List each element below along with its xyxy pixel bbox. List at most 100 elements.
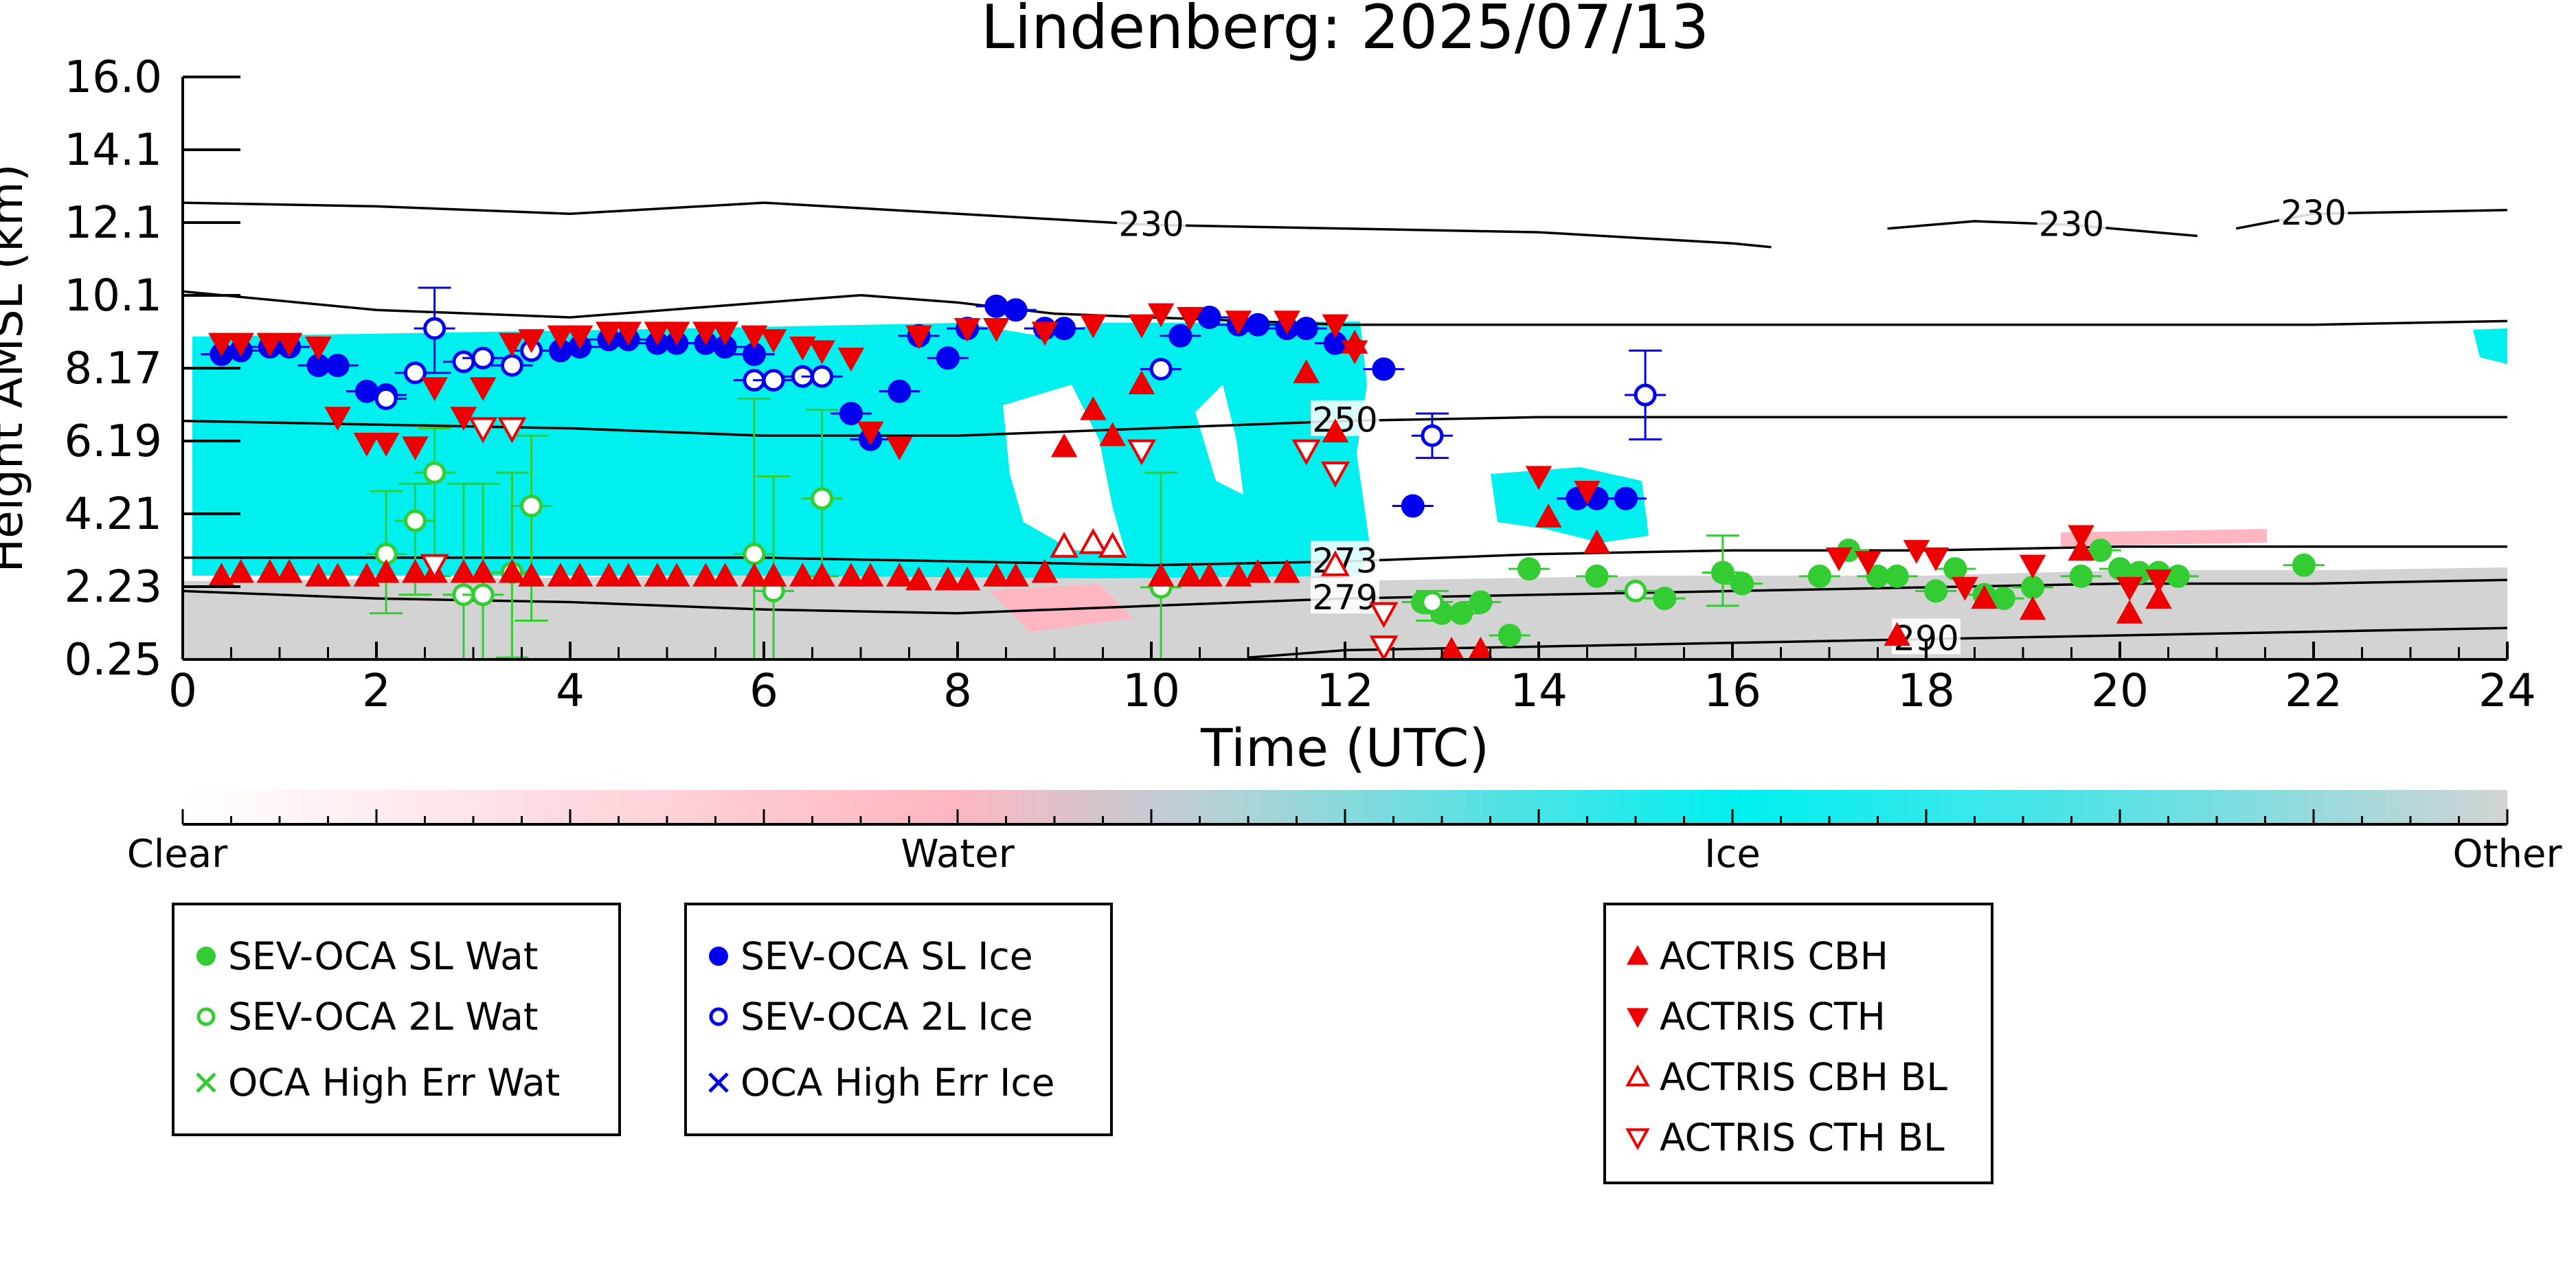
sev-oca-2l-ice-point <box>1421 424 1444 447</box>
sev-oca-sl-wat-point <box>1517 557 1541 581</box>
actris-cth-point <box>2068 525 2094 550</box>
legend-marker-sl-wat <box>196 947 216 966</box>
legend-label: SEV-OCA SL Wat <box>228 934 539 978</box>
legend-entry: ACTRIS CBH BL <box>1624 1055 1947 1099</box>
actris-cth-point <box>208 332 235 357</box>
y-tick-label: 12.1 <box>65 198 163 249</box>
y-tick-label: 10.1 <box>65 271 163 321</box>
clear-gap-2 <box>1195 385 1243 495</box>
actris-cbh-point <box>663 563 690 587</box>
actris-cbh-point <box>1274 558 1300 583</box>
actris-cbh-point <box>1031 558 1059 583</box>
actris-cbh-point <box>305 563 332 587</box>
actris-cbh-point <box>857 563 884 587</box>
contour-line <box>183 201 1772 249</box>
x-tick-label: 6 <box>749 664 778 717</box>
actris-cth-bl-point <box>1127 439 1156 466</box>
actris-cth-point <box>615 321 642 346</box>
legend-water: SEV-OCA SL Wat SEV-OCA 2L Wat OCA High E… <box>172 903 621 1136</box>
contour-label: 230 <box>1118 204 1184 244</box>
legend-actris: ACTRIS CBH ACTRIS CTH ACTRIS CBH BL ACTR… <box>1603 903 1993 1184</box>
sev-oca-sl-ice-point <box>936 346 960 370</box>
y-tick-label: 2.23 <box>65 562 163 613</box>
sev-oca-2l-wat-point <box>1624 579 1647 602</box>
sev-oca-2l-wat-point <box>520 495 543 518</box>
actris-cbh-bl-point <box>1098 532 1127 558</box>
legend-marker-higherr-wat <box>196 1072 216 1093</box>
actris-cth-point <box>469 377 497 401</box>
actris-cth-point <box>1574 480 1601 505</box>
legend-entry: SEV-OCA 2L Wat <box>192 995 539 1039</box>
actris-cbh-point <box>2145 585 2172 609</box>
data-points <box>201 294 2325 662</box>
contour-label-bg <box>2279 193 2348 229</box>
legend-entry: ACTRIS CTH BL <box>1624 1116 1945 1160</box>
actris-cbh-point <box>1128 370 1155 394</box>
actris-cth-point <box>596 321 622 346</box>
actris-cth-point <box>547 325 574 350</box>
actris-cth-point <box>1177 306 1204 331</box>
sev-oca-sl-wat-point <box>2108 557 2132 581</box>
sev-oca-2l-wat-point <box>811 487 834 510</box>
actris-cbh-point <box>615 563 642 587</box>
colorbar-label-ice: Ice <box>1704 832 1761 877</box>
actris-cth-point <box>1031 321 1059 346</box>
sev-oca-sl-ice-point <box>1294 317 1318 341</box>
legend-label: SEV-OCA 2L Ice <box>741 995 1033 1039</box>
actris-cbh-point <box>1002 563 1029 587</box>
clear-gap-1 <box>1003 385 1127 556</box>
actris-cbh-point <box>1884 622 1910 646</box>
legend-marker-sl-ice <box>709 947 728 966</box>
legend-label: ACTRIS CBH <box>1660 934 1888 978</box>
sev-oca-sl-wat-point <box>1807 564 1831 588</box>
sev-oca-sl-wat-point <box>2292 553 2316 577</box>
legend-marker-glyph <box>1627 1008 1649 1028</box>
actris-cbh-point <box>1099 422 1126 447</box>
actris-cbh-point <box>1322 418 1349 442</box>
legend-marker-glyph <box>709 947 728 966</box>
actris-cth-point <box>857 421 884 446</box>
actris-cbh-point <box>499 558 526 583</box>
y-tick-label: 16.0 <box>65 52 163 103</box>
legend-marker-glyph <box>1627 945 1649 965</box>
legend-label: OCA High Err Ice <box>741 1061 1055 1105</box>
sev-oca-sl-wat-point <box>1469 590 1493 614</box>
legend-marker-glyph <box>196 1072 216 1093</box>
x-tick-label: 12 <box>1316 664 1374 717</box>
actris-cth-point <box>809 340 835 365</box>
actris-cth-bl-point <box>420 554 449 580</box>
sev-oca-2l-wat-point <box>423 461 447 484</box>
actris-cth-bl-point <box>1320 462 1350 488</box>
sev-oca-2l-ice-point <box>1634 383 1657 407</box>
sev-oca-sl-wat-point <box>2166 564 2190 588</box>
actris-cbh-point <box>1177 563 1204 587</box>
legend-entry: ACTRIS CTH <box>1624 995 1886 1039</box>
actris-cth-point <box>886 436 913 461</box>
legend-marker-cbh-bl <box>1625 1064 1650 1087</box>
actris-cth-point <box>1525 466 1552 490</box>
actris-cth-point <box>2145 569 2172 594</box>
actris-cth-point <box>402 436 429 461</box>
sev-oca-2l-ice-point <box>374 387 398 410</box>
sev-oca-2l-wat-point <box>1421 591 1444 614</box>
actris-cth-point <box>789 336 816 361</box>
sev-oca-2l-ice-point <box>762 368 785 392</box>
contour-label: 279 <box>1312 578 1377 618</box>
sev-oca-sl-wat-point <box>1585 564 1609 588</box>
actris-cbh-point <box>450 558 477 583</box>
contour-label: 230 <box>2281 193 2346 233</box>
contour-label-bg <box>2037 204 2106 240</box>
water-patch-1 <box>989 584 1133 632</box>
sev-oca-2l-ice-point <box>452 350 475 374</box>
actris-cbh-point <box>1971 585 1998 609</box>
sev-oca-sl-ice-point <box>1401 494 1425 518</box>
sev-oca-2l-ice-point <box>471 346 495 370</box>
actris-cth-point <box>227 332 254 357</box>
actris-cth-point <box>741 325 768 350</box>
x-axis-ticks: 0 2 4 6 8 10 12 14 16 18 20 22 24 <box>168 642 2536 717</box>
actris-cth-point <box>712 321 738 346</box>
legend-label: ACTRIS CTH <box>1660 995 1886 1039</box>
legend-marker-glyph <box>708 1072 729 1093</box>
actris-cbh-bl-point <box>1078 528 1108 554</box>
actris-cth-bl-point <box>1291 439 1321 466</box>
